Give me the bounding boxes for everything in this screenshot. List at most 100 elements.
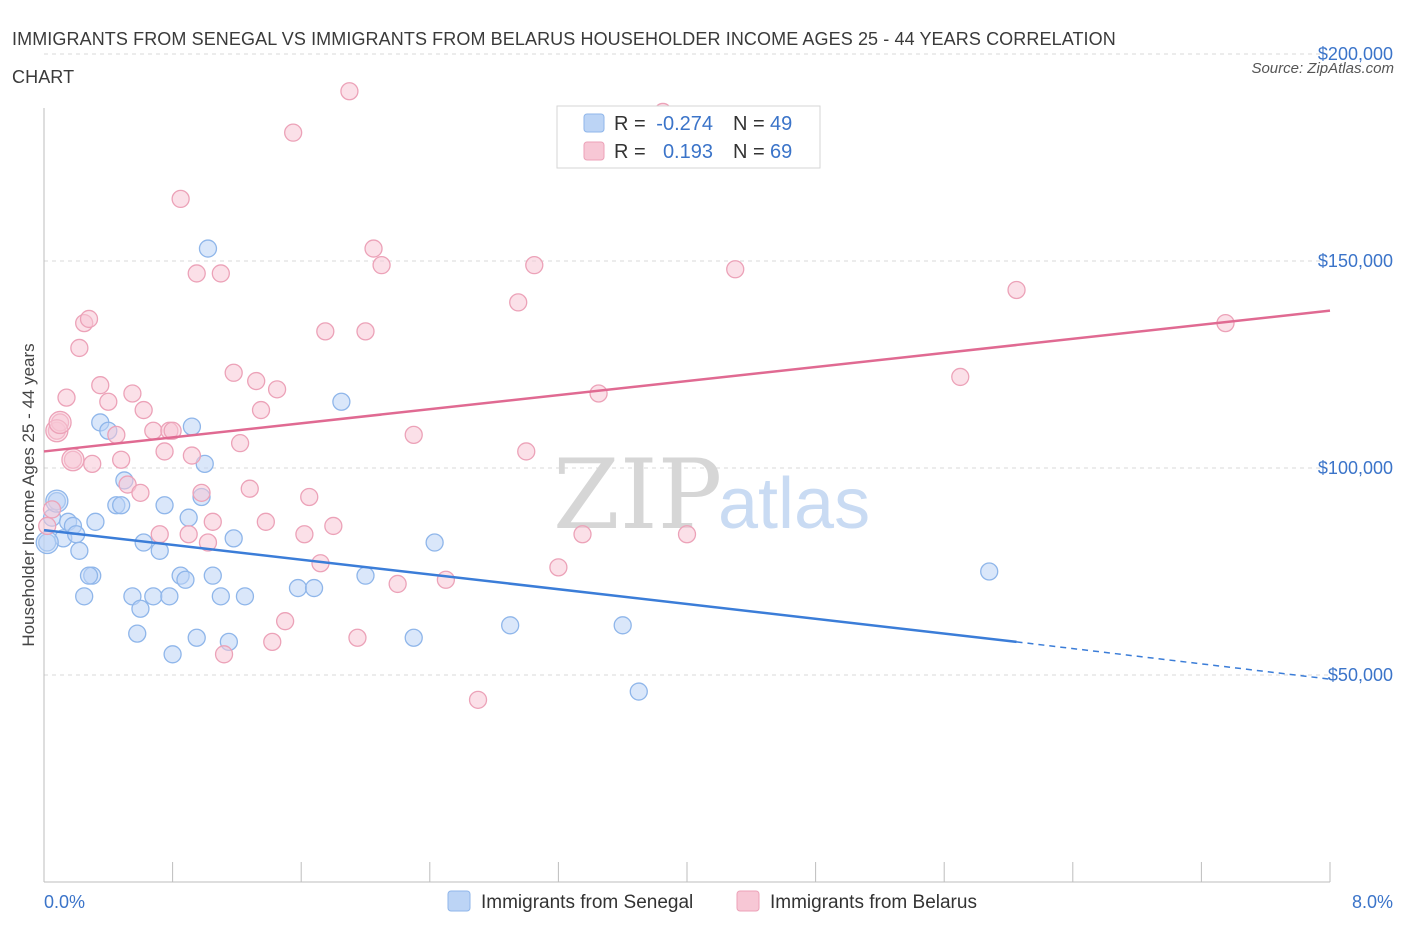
belarus-point: [388, 574, 407, 594]
senegal-point: [176, 570, 195, 589]
legend-swatch-senegal: [583, 113, 605, 133]
belarus-point: [83, 454, 102, 474]
x-tick-label-max: 8.0%: [1352, 892, 1393, 912]
belarus-point: [211, 264, 230, 283]
senegal-point: [70, 541, 89, 560]
trend-lines: [43, 309, 1331, 680]
belarus-point: [144, 421, 163, 440]
senegal-point: [198, 239, 218, 258]
y-tick-label: $50,000: [1328, 665, 1393, 685]
belarus-point: [316, 322, 335, 341]
senegal-point: [288, 578, 308, 598]
y-axis-label: Householder Income Ages 25 - 44 years: [19, 343, 38, 646]
senegal-trend-line: [43, 528, 1017, 644]
senegal-point: [980, 562, 999, 581]
belarus-point: [230, 434, 250, 453]
belarus-point-large: [61, 448, 85, 472]
senegal-trend-extension: [1016, 641, 1331, 680]
senegal-point: [332, 392, 351, 411]
belarus-point: [589, 384, 608, 403]
belarus-point: [179, 525, 198, 544]
belarus-point: [951, 367, 970, 387]
belarus-point: [247, 371, 266, 391]
belarus-point: [198, 533, 218, 552]
belarus-point: [214, 645, 234, 664]
senegal-point: [235, 587, 255, 606]
y-tick-label: $200,000: [1318, 44, 1393, 64]
chart-source: Source: ZipAtlas.com: [1251, 60, 1394, 77]
belarus-point: [182, 446, 202, 465]
senegal-point: [144, 587, 163, 606]
belarus-point: [192, 483, 211, 502]
belarus-point: [79, 309, 99, 329]
senegal-point: [224, 529, 243, 548]
belarus-point: [256, 512, 275, 531]
senegal-point: [155, 496, 174, 515]
senegal-point: [182, 417, 202, 436]
belarus-point: [372, 255, 391, 275]
chart-title: IMMIGRANTS FROM SENEGAL VS IMMIGRANTS FR…: [12, 29, 1116, 87]
y-tick-label: $100,000: [1318, 458, 1393, 478]
belarus-point: [517, 442, 536, 461]
legend-box: R = -0.274 N = 49 R = 0.193 N = 69: [556, 105, 821, 169]
belarus-point: [263, 632, 282, 652]
belarus-point: [57, 388, 76, 407]
senegal-point: [203, 566, 222, 585]
belarus-point: [275, 612, 295, 631]
belarus-point: [118, 475, 137, 494]
belarus-point: [123, 384, 142, 403]
senegal-point: [79, 566, 99, 585]
senegal-points: [35, 239, 999, 701]
belarus-point: [134, 400, 153, 420]
belarus-point: [284, 123, 303, 142]
belarus-point: [549, 558, 568, 577]
belarus-point: [150, 525, 169, 544]
bottom-legend: Immigrants from Senegal Immigrants from …: [447, 890, 977, 913]
belarus-point: [163, 421, 182, 440]
belarus-point: [468, 690, 488, 709]
senegal-point: [75, 587, 94, 606]
belarus-point: [70, 338, 89, 358]
belarus-points: [38, 82, 1235, 709]
senegal-point: [187, 628, 206, 647]
belarus-point: [509, 293, 528, 312]
belarus-point: [203, 512, 222, 531]
senegal-point: [613, 616, 632, 635]
belarus-point: [91, 376, 110, 395]
belarus-point: [726, 260, 745, 279]
belarus-point: [155, 442, 174, 461]
belarus-point: [99, 392, 118, 411]
belarus-point: [573, 525, 592, 544]
belarus-point: [187, 264, 206, 283]
belarus-point: [300, 487, 319, 507]
belarus-point: [525, 255, 544, 275]
belarus-point: [364, 239, 383, 258]
x-tick-label-min: 0.0%: [44, 892, 85, 912]
x-ticks: [43, 862, 1331, 882]
belarus-point: [240, 479, 259, 498]
senegal-point: [112, 496, 131, 515]
bottom-legend-swatch-belarus: [736, 890, 760, 912]
belarus-point: [436, 570, 456, 589]
senegal-point: [501, 616, 520, 635]
belarus-point: [131, 483, 150, 502]
senegal-point: [160, 587, 179, 606]
belarus-point: [267, 380, 287, 399]
belarus-point: [356, 322, 375, 341]
belarus-point: [251, 400, 271, 420]
belarus-point: [348, 628, 367, 647]
belarus-point: [404, 425, 423, 445]
belarus-point: [340, 82, 359, 101]
legend-n-label-belarus: N =: [733, 141, 765, 163]
senegal-point: [128, 624, 147, 643]
y-tick-label: $150,000: [1318, 251, 1393, 271]
legend-r-value-senegal: -0.274: [656, 113, 713, 135]
senegal-point: [86, 512, 105, 531]
gridlines: [44, 53, 1330, 676]
watermark: ZIP atlas: [553, 439, 870, 551]
legend-r-value-belarus: 0.193: [663, 141, 713, 163]
legend-r-label-senegal: R =: [614, 113, 646, 135]
senegal-point: [629, 682, 648, 701]
y-tick-labels: $50,000 $100,000 $150,000 $200,000: [1318, 44, 1393, 685]
